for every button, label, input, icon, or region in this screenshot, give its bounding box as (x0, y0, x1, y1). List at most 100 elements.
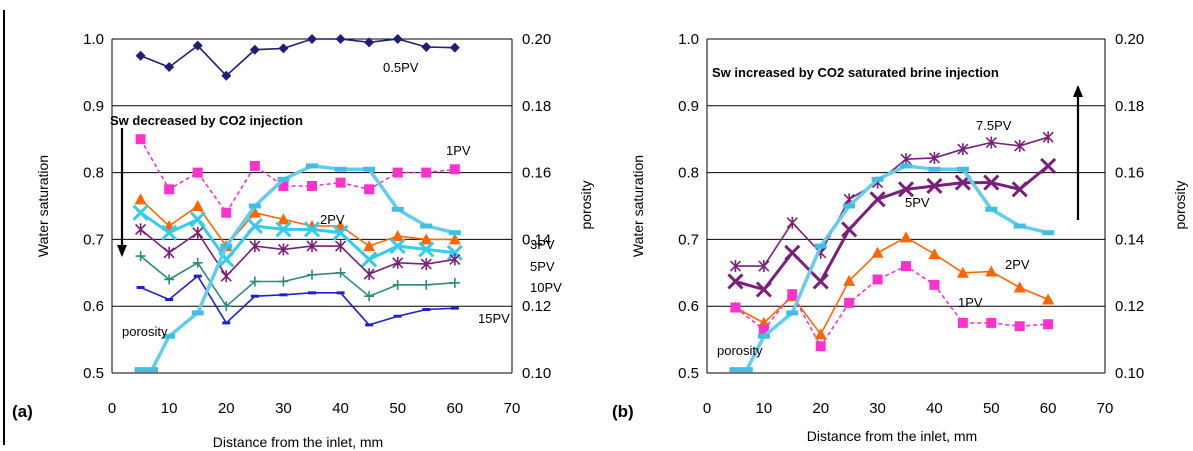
data-point (306, 240, 318, 253)
y2-tick-label: 0.16 (1115, 165, 1144, 182)
y2-tick-label: 0.20 (522, 31, 551, 48)
data-point (248, 206, 261, 218)
data-point (1042, 131, 1054, 144)
data-point (335, 240, 347, 253)
x-tick-label: 60 (1040, 400, 1057, 417)
y2-tick-label: 0.14 (522, 231, 551, 248)
data-point (900, 153, 912, 166)
y2-tick-label: 0.12 (1115, 298, 1144, 315)
y2-tick-label: 0.10 (1115, 365, 1144, 382)
data-point (364, 184, 375, 195)
series-0_5PV (135, 34, 460, 81)
data-point (812, 273, 829, 290)
data-point (758, 324, 769, 335)
arrow-head (117, 245, 127, 257)
data-point (389, 238, 406, 255)
data-point (221, 301, 232, 312)
data-point (335, 177, 346, 188)
data-point (727, 273, 744, 290)
x-tick-label: 10 (756, 400, 773, 417)
data-point (420, 258, 432, 271)
data-point (392, 279, 403, 290)
data-point (278, 43, 289, 54)
panel-a: 0.5 0.6 0.7 0.8 0.9 1.0 0.10 0.12 0.14 0.16 0.18 0.… (12, 31, 594, 450)
x-tick-label: 20 (812, 400, 829, 417)
data-point (278, 276, 289, 287)
y-tick-label: 1.0 (678, 31, 699, 48)
x-tick-label: 30 (869, 400, 886, 417)
x-tick-label: 50 (389, 400, 406, 417)
data-point (135, 50, 146, 61)
series-10PV (135, 251, 460, 312)
data-point (364, 291, 375, 302)
y-tick-label: 0.5 (83, 365, 104, 382)
data-point (449, 42, 460, 53)
data-point (392, 34, 403, 44)
y2-tick-label: 0.16 (522, 165, 551, 182)
data-point (1014, 321, 1025, 332)
series-15PV (136, 274, 459, 327)
y-tick-label: 1.0 (83, 31, 104, 48)
series-porosity (134, 163, 461, 373)
y2-tick-label: 0.18 (1115, 98, 1144, 115)
y-axis-title: Water saturation (35, 155, 51, 257)
data-point (418, 241, 435, 258)
series-label: porosity (717, 343, 763, 358)
data-point (869, 191, 886, 208)
data-point (192, 40, 203, 51)
data-point (784, 244, 801, 261)
y2-tick-label: 0.18 (522, 98, 551, 115)
data-point (928, 151, 940, 164)
data-point (303, 221, 321, 238)
x-tick-label: 40 (926, 400, 943, 417)
panel-label: (a) (12, 402, 33, 421)
x-tick-label: 70 (1097, 400, 1114, 417)
data-point (135, 223, 147, 236)
series-line (734, 164, 1050, 292)
data-point (363, 268, 375, 281)
data-point (332, 224, 349, 241)
data-point (277, 213, 290, 225)
data-point (446, 244, 463, 261)
x-tick-label: 20 (218, 400, 235, 417)
y-tick-label: 0.5 (678, 365, 699, 382)
y2-tick-label: 0.20 (1115, 31, 1144, 48)
x-tick-label: 70 (504, 400, 521, 417)
data-point (926, 177, 943, 195)
x-axis-title: Distance from the inlet, mm (807, 428, 977, 444)
series-line (735, 136, 1049, 267)
data-point (335, 267, 346, 278)
data-point (928, 248, 941, 260)
y-tick-label: 0.8 (83, 165, 104, 182)
series-label: 2PV (1005, 257, 1030, 272)
data-point (815, 341, 826, 352)
data-point (134, 193, 147, 205)
data-point (278, 180, 289, 191)
series-label: 2PV (320, 212, 345, 227)
y-tick-label: 0.8 (678, 165, 699, 182)
y2-axis-title: porosity (578, 180, 594, 229)
data-point (901, 261, 911, 272)
data-point (307, 34, 317, 44)
data-point (449, 253, 461, 266)
data-point (814, 328, 827, 340)
data-point (449, 277, 460, 288)
data-point (421, 42, 432, 53)
data-point (220, 270, 232, 283)
series-5PV (727, 157, 1057, 298)
y-axis-title: Water saturation (630, 155, 646, 257)
data-point (192, 257, 203, 268)
series-label: 0.5PV (383, 60, 419, 75)
y-tick-label: 0.7 (83, 231, 104, 248)
data-point (307, 269, 317, 280)
annotation-arrow (1073, 85, 1083, 220)
y-tick-label: 0.7 (678, 231, 699, 248)
data-point (449, 164, 460, 175)
x-axis-title: Distance from the inlet, mm (213, 434, 383, 450)
arrow-head (1073, 85, 1083, 97)
x-tick-label: 50 (983, 400, 1000, 417)
data-point (249, 276, 260, 287)
series-line (734, 265, 1049, 348)
data-point (985, 265, 998, 277)
